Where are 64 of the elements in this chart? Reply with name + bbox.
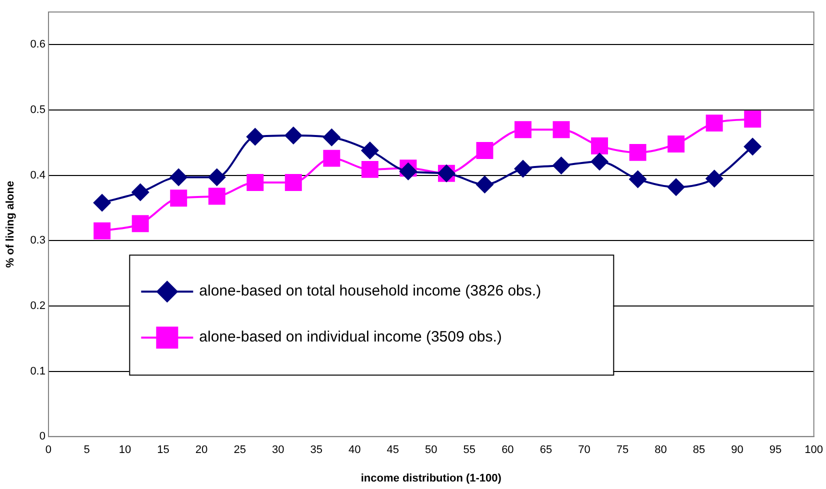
x-tick-label: 35 <box>310 444 322 456</box>
point <box>284 126 302 144</box>
point <box>476 142 494 159</box>
point <box>667 178 686 196</box>
point <box>706 114 723 132</box>
y-tick-label: 0.1 <box>30 365 46 378</box>
point <box>246 128 264 146</box>
x-tick-label: 55 <box>463 444 476 456</box>
point <box>476 175 494 194</box>
x-tick-label: 20 <box>195 444 208 456</box>
point <box>246 174 264 191</box>
y-tick-label: 0 <box>39 430 46 443</box>
x-tick-label: 5 <box>84 444 90 456</box>
point <box>744 110 762 128</box>
point <box>591 137 608 154</box>
point <box>284 174 302 191</box>
point <box>628 170 647 188</box>
x-tick-label: 85 <box>692 444 706 456</box>
x-axis-title: income distribution (1-100) <box>360 472 502 484</box>
y-tick-label: 0.2 <box>30 300 46 312</box>
y-tick-label: 0.6 <box>30 38 46 51</box>
point <box>323 150 340 167</box>
point <box>132 215 149 232</box>
y-tick-label: 0.3 <box>30 234 46 247</box>
point <box>590 152 609 171</box>
point <box>170 190 188 207</box>
point <box>208 168 226 186</box>
x-tick-label: 60 <box>502 444 514 456</box>
point <box>170 168 188 186</box>
x-tick-label: 10 <box>118 444 132 456</box>
y-tick-label: 0.5 <box>30 104 46 116</box>
x-tick-label: 45 <box>386 444 400 456</box>
y-axis-title: % of living alone <box>4 180 17 268</box>
point <box>361 160 378 178</box>
x-tick-label: 30 <box>272 444 284 456</box>
x-tick-label: 80 <box>654 444 667 456</box>
x-tick-label: 90 <box>731 444 744 456</box>
point <box>131 183 150 202</box>
x-tick-label: 40 <box>348 444 361 456</box>
point <box>552 121 570 138</box>
x-tick-label: 25 <box>234 444 246 456</box>
x-tick-label: 95 <box>769 444 782 456</box>
point <box>399 162 418 180</box>
x-tick-label: 70 <box>578 444 590 456</box>
x-tick-label: 65 <box>540 444 552 456</box>
x-tick-label: 15 <box>157 444 170 456</box>
point <box>744 138 762 156</box>
x-tick-label: 50 <box>425 444 438 456</box>
x-tick-label: 100 <box>804 444 824 456</box>
x-tick-label: 75 <box>616 444 629 456</box>
y-tick-label: 0.4 <box>30 169 46 182</box>
legend-label: alone-based on individual income (3509 obs.) <box>199 328 502 346</box>
point <box>360 141 379 160</box>
point <box>208 188 226 205</box>
point <box>93 194 112 212</box>
legend-label: alone-based on total household income (3826 obs.) <box>199 282 542 300</box>
point <box>668 135 685 152</box>
point <box>514 121 532 138</box>
point <box>629 144 646 161</box>
point <box>94 222 111 240</box>
point <box>552 156 570 175</box>
point <box>514 160 532 178</box>
point <box>705 170 724 188</box>
point <box>322 128 341 146</box>
